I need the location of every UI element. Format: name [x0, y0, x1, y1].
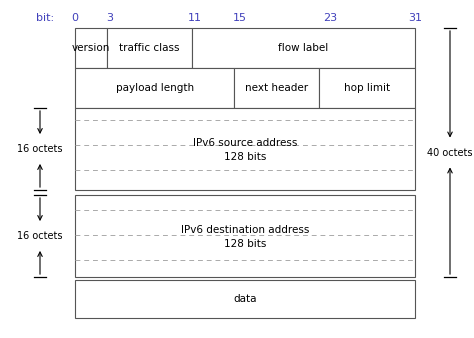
- Text: next header: next header: [246, 83, 309, 93]
- Text: IPv6 destination address: IPv6 destination address: [181, 225, 309, 235]
- Text: 16 octets: 16 octets: [17, 231, 63, 241]
- Text: IPv6 source address: IPv6 source address: [193, 138, 297, 148]
- Text: 0: 0: [72, 13, 79, 23]
- Text: traffic class: traffic class: [119, 43, 180, 53]
- Bar: [75, 108, 415, 190]
- Text: hop limit: hop limit: [344, 83, 390, 93]
- Text: 23: 23: [323, 13, 337, 23]
- Text: 128 bits: 128 bits: [224, 152, 266, 162]
- Bar: [75, 28, 107, 68]
- Text: 128 bits: 128 bits: [224, 239, 266, 249]
- Text: version: version: [72, 43, 110, 53]
- Text: payload length: payload length: [116, 83, 194, 93]
- Text: 3: 3: [107, 13, 113, 23]
- Text: 40 octets: 40 octets: [427, 147, 473, 158]
- Text: data: data: [233, 294, 257, 304]
- Bar: [234, 68, 319, 108]
- Text: 16 octets: 16 octets: [17, 144, 63, 154]
- Bar: [107, 28, 192, 68]
- Text: 15: 15: [233, 13, 247, 23]
- Bar: [75, 280, 415, 318]
- Bar: [319, 68, 415, 108]
- Text: flow label: flow label: [278, 43, 328, 53]
- Text: bit:: bit:: [36, 13, 54, 23]
- Text: 11: 11: [188, 13, 202, 23]
- Bar: [75, 195, 415, 277]
- Bar: [75, 68, 234, 108]
- Text: 31: 31: [408, 13, 422, 23]
- Bar: [192, 28, 415, 68]
